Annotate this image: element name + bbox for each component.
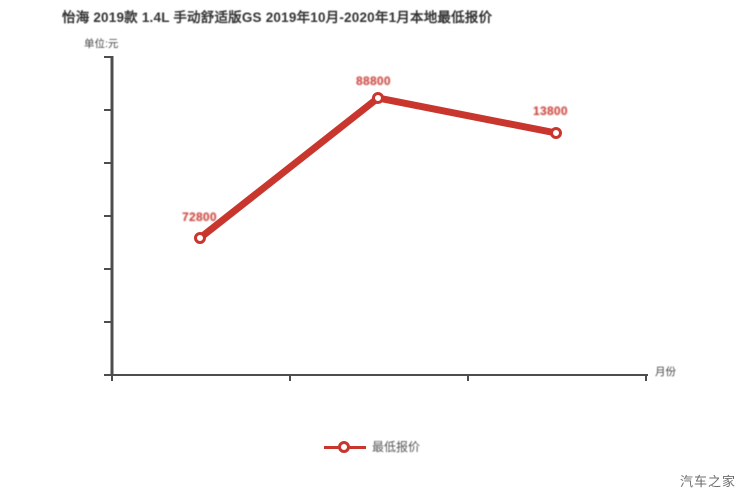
- data-point-label: 72800: [182, 210, 217, 224]
- x-axis-ticks: [111, 375, 647, 381]
- data-point-marker[interactable]: [194, 232, 206, 244]
- chart-legend: 最低报价: [0, 438, 744, 455]
- x-axis-unit-label: 月份: [655, 366, 676, 378]
- data-point-marker[interactable]: [550, 127, 562, 139]
- site-watermark: 汽车之家: [679, 474, 736, 489]
- data-point-label: 13800: [533, 104, 568, 118]
- legend-item-label[interactable]: 最低报价: [371, 440, 420, 454]
- y-axis-unit-label: 单位:元: [84, 38, 119, 50]
- series-markers: [194, 92, 562, 244]
- data-point-label: 88800: [356, 74, 391, 88]
- data-point-marker[interactable]: [372, 92, 384, 104]
- y-axis-ticks: [104, 56, 112, 376]
- series-line-lowest-price: [197, 94, 557, 241]
- legend-marker-icon: [323, 440, 366, 454]
- chart-title: 怡海 2019款 1.4L 手动舒适版GS 2019年10月-2020年1月本地…: [62, 10, 493, 25]
